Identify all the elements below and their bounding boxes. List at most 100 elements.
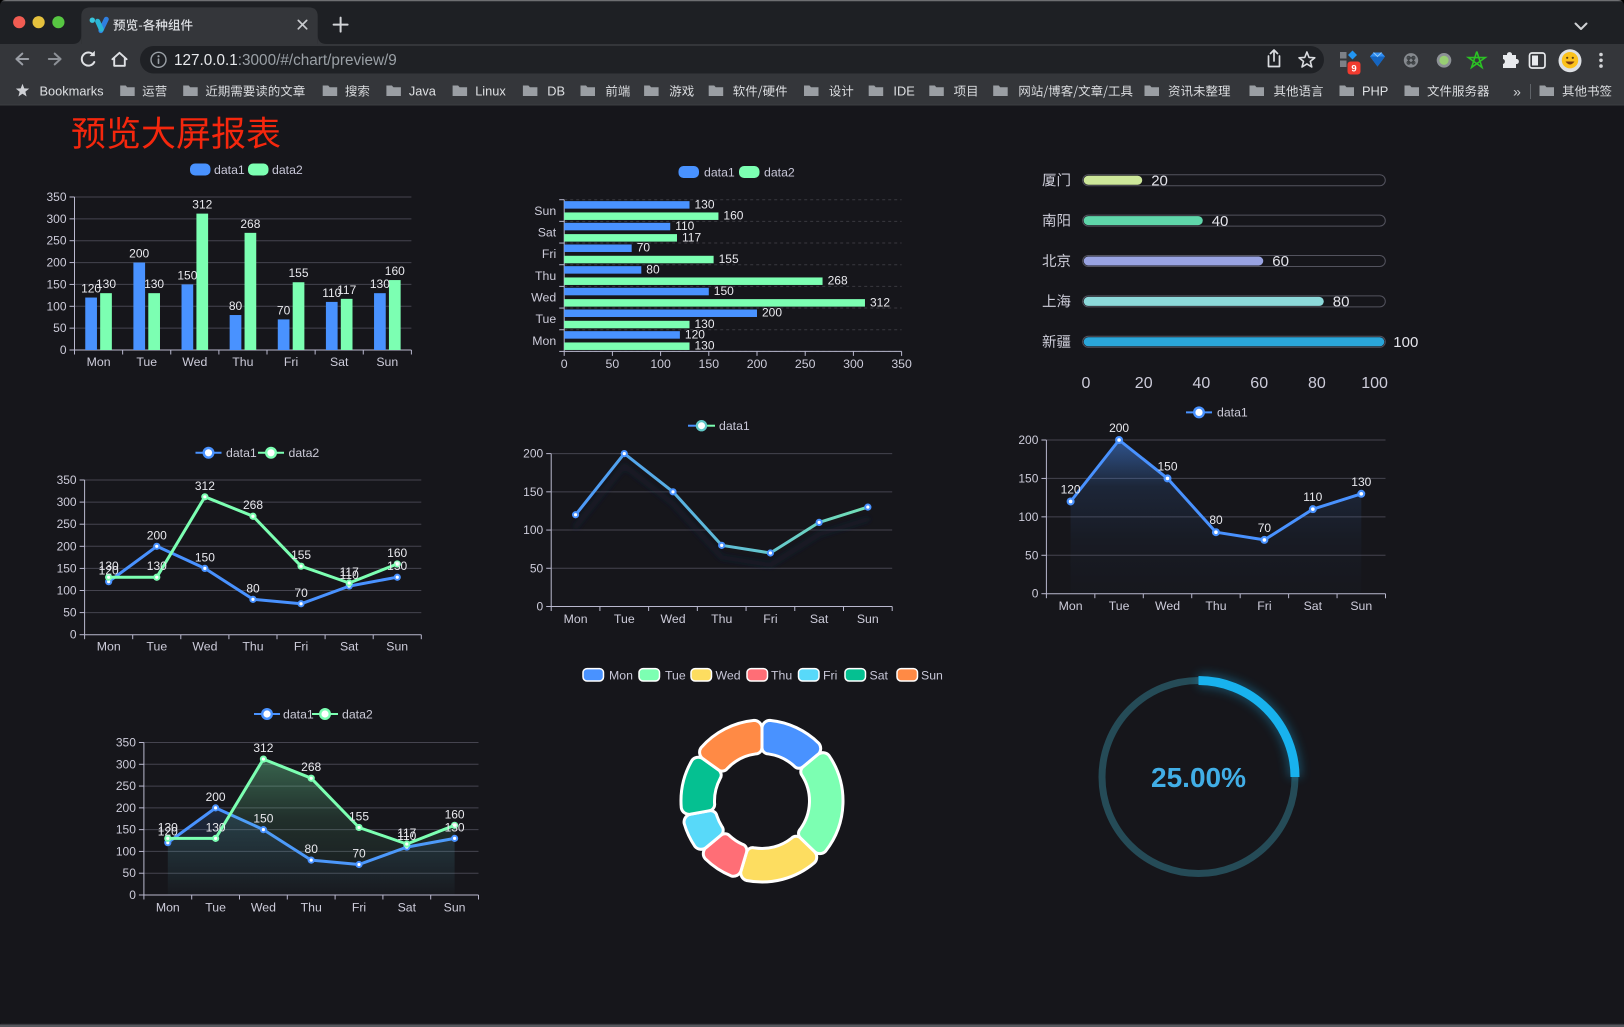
svg-text:200: 200 — [147, 528, 167, 542]
svg-text:250: 250 — [795, 357, 816, 371]
svg-text:117: 117 — [397, 826, 416, 840]
svg-text:117: 117 — [337, 283, 356, 297]
svg-text:160: 160 — [387, 546, 407, 560]
svg-text:80: 80 — [305, 842, 319, 856]
svg-text:Mon: Mon — [87, 355, 111, 369]
svg-text:data2: data2 — [272, 163, 303, 177]
svg-text:130: 130 — [99, 559, 119, 573]
svg-text:Mon: Mon — [564, 612, 588, 626]
svg-text:Tue: Tue — [535, 312, 556, 326]
svg-text:100: 100 — [1361, 375, 1388, 392]
svg-text:Sat: Sat — [1304, 599, 1323, 613]
svg-text:110: 110 — [340, 568, 359, 582]
svg-text:Wed: Wed — [192, 640, 217, 654]
svg-text:Tue: Tue — [205, 901, 226, 915]
svg-text:150: 150 — [699, 357, 720, 371]
svg-text:Tue: Tue — [1109, 599, 1130, 613]
svg-text:160: 160 — [723, 209, 743, 223]
svg-text:155: 155 — [291, 548, 311, 562]
svg-text:312: 312 — [192, 198, 212, 212]
svg-text:0: 0 — [561, 357, 568, 371]
svg-text:70: 70 — [1258, 521, 1272, 535]
svg-text:data1: data1 — [1217, 406, 1248, 420]
svg-text:0: 0 — [129, 888, 136, 902]
svg-text:Sat: Sat — [398, 901, 417, 915]
svg-text:200: 200 — [206, 790, 226, 804]
svg-text:312: 312 — [870, 295, 890, 309]
svg-text:150: 150 — [116, 823, 136, 837]
svg-text:80: 80 — [1308, 375, 1326, 392]
svg-text:110: 110 — [397, 829, 416, 843]
svg-text:DB: DB — [547, 84, 565, 99]
svg-text:Bookmarks: Bookmarks — [40, 84, 104, 99]
svg-text:Wed: Wed — [716, 668, 741, 682]
svg-text:Mon: Mon — [532, 334, 556, 348]
svg-text:Mon: Mon — [1059, 599, 1083, 613]
svg-text:100: 100 — [523, 523, 543, 537]
svg-text:Sat: Sat — [870, 668, 889, 682]
svg-text:data1: data1 — [283, 707, 314, 721]
svg-text:Sun: Sun — [921, 668, 943, 682]
svg-text:0: 0 — [60, 343, 67, 357]
svg-text:Sat: Sat — [340, 640, 359, 654]
svg-text:150: 150 — [253, 812, 273, 826]
svg-text:268: 268 — [240, 217, 260, 231]
svg-text:300: 300 — [116, 757, 136, 771]
svg-text:Wed: Wed — [251, 901, 276, 915]
svg-text:150: 150 — [714, 284, 734, 298]
svg-text:50: 50 — [530, 561, 544, 575]
svg-text:Linux: Linux — [475, 84, 506, 99]
svg-text:Tue: Tue — [665, 668, 686, 682]
svg-text:100: 100 — [46, 299, 66, 313]
svg-text:120: 120 — [158, 825, 178, 839]
svg-text:120: 120 — [81, 282, 101, 296]
svg-text:155: 155 — [719, 252, 739, 266]
svg-text:200: 200 — [57, 539, 77, 553]
svg-text:268: 268 — [243, 498, 263, 512]
svg-text:155: 155 — [349, 810, 369, 824]
svg-text:Fri: Fri — [1257, 599, 1271, 613]
svg-text:80: 80 — [229, 299, 243, 313]
svg-text:130: 130 — [206, 820, 226, 834]
svg-text:300: 300 — [843, 357, 864, 371]
svg-text:130: 130 — [1351, 475, 1371, 489]
svg-text:Thu: Thu — [242, 640, 263, 654]
svg-text:130: 130 — [144, 277, 164, 291]
svg-text:Thu: Thu — [711, 612, 732, 626]
svg-text:Thu: Thu — [535, 269, 556, 283]
svg-text:60: 60 — [1250, 375, 1268, 392]
svg-text:IDE: IDE — [893, 84, 914, 99]
svg-text:Mon: Mon — [156, 901, 180, 915]
svg-text:120: 120 — [99, 564, 119, 578]
svg-text:150: 150 — [46, 277, 66, 291]
svg-text:Java: Java — [409, 84, 437, 99]
svg-text:50: 50 — [123, 866, 137, 880]
svg-text:80: 80 — [1209, 513, 1223, 527]
svg-text:70: 70 — [277, 303, 291, 317]
svg-text:70: 70 — [294, 586, 308, 600]
svg-text:350: 350 — [116, 736, 136, 750]
svg-text:Wed: Wed — [182, 355, 207, 369]
svg-text:117: 117 — [682, 230, 701, 244]
svg-text:150: 150 — [1157, 459, 1177, 473]
svg-text:Sat: Sat — [330, 355, 349, 369]
svg-text:data2: data2 — [342, 707, 373, 721]
svg-text:40: 40 — [1193, 375, 1211, 392]
svg-text:Thu: Thu — [1205, 599, 1226, 613]
svg-text:Sun: Sun — [444, 901, 466, 915]
svg-text:Wed: Wed — [660, 612, 685, 626]
svg-text:0: 0 — [1082, 375, 1091, 392]
svg-text:160: 160 — [445, 807, 465, 821]
svg-text:0: 0 — [70, 628, 77, 642]
svg-text:Sun: Sun — [857, 612, 879, 626]
svg-text:100: 100 — [650, 357, 671, 371]
svg-text:200: 200 — [129, 247, 149, 261]
svg-text:data1: data1 — [226, 446, 257, 460]
svg-text:0: 0 — [1032, 587, 1039, 601]
svg-text:0: 0 — [537, 600, 544, 614]
svg-text:150: 150 — [523, 485, 543, 499]
svg-text:150: 150 — [1018, 471, 1038, 485]
svg-text:Fri: Fri — [542, 247, 556, 261]
svg-text:70: 70 — [352, 847, 366, 861]
svg-text:25.00%: 25.00% — [1151, 762, 1246, 793]
